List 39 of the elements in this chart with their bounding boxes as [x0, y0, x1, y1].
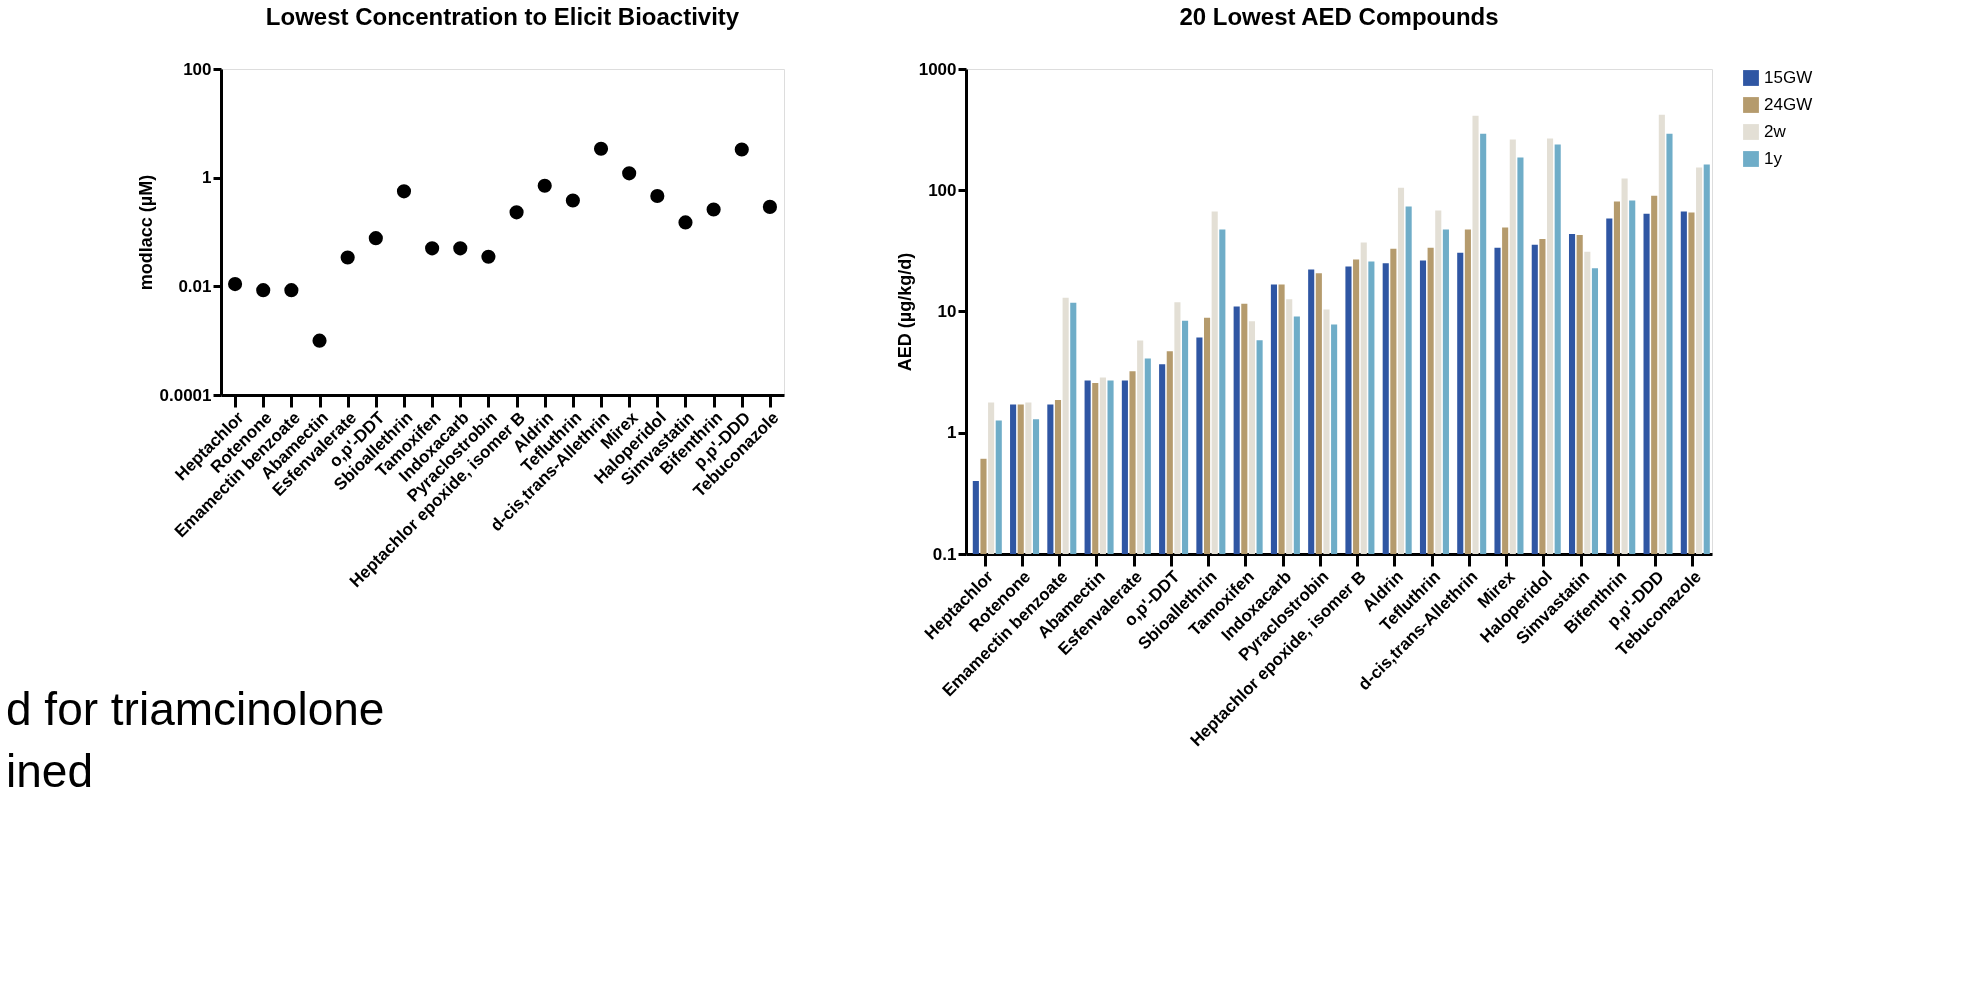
point	[284, 283, 299, 298]
point	[565, 193, 580, 208]
point	[425, 241, 440, 256]
point	[396, 184, 412, 199]
chart-title: Lowest Concentration to Elicit Bioactivity	[265, 3, 740, 30]
point	[706, 202, 721, 217]
point	[509, 205, 524, 220]
y-tick-label: 1000	[918, 59, 957, 79]
y-tick-label: 100	[928, 180, 957, 200]
point	[228, 277, 243, 292]
legend-label: 1y	[1764, 149, 1783, 168]
point	[622, 166, 637, 181]
point	[537, 178, 552, 193]
y-tick-label: 0.1	[932, 544, 957, 564]
point	[650, 188, 665, 204]
y-tick-label: 1	[202, 168, 212, 188]
text: d for triamcinolone	[6, 683, 385, 735]
legend-label: 24GW	[1764, 95, 1813, 114]
point	[762, 199, 777, 214]
point	[256, 283, 271, 298]
point	[593, 141, 609, 156]
y-tick-label: 10	[937, 302, 957, 321]
point	[481, 249, 496, 264]
y-tick-label: 0.01	[178, 276, 212, 296]
y-tick-label: 0.0001	[159, 385, 212, 405]
y-axis-title: AED (µg/kg/d)	[894, 252, 915, 372]
chart-title: 20 Lowest AED Compounds	[1179, 3, 1499, 30]
legend-label: 2w	[1764, 122, 1787, 141]
text: ined	[6, 745, 93, 797]
y-axis-title: modlacc (µM)	[135, 174, 156, 291]
y-tick-label: 100	[183, 59, 212, 79]
point	[312, 333, 327, 348]
legend-label: 15GW	[1764, 68, 1813, 87]
point	[368, 231, 383, 246]
y-tick-label: 1	[947, 423, 957, 443]
point	[678, 215, 693, 230]
point	[453, 241, 468, 256]
point	[734, 142, 749, 157]
point	[340, 250, 355, 265]
